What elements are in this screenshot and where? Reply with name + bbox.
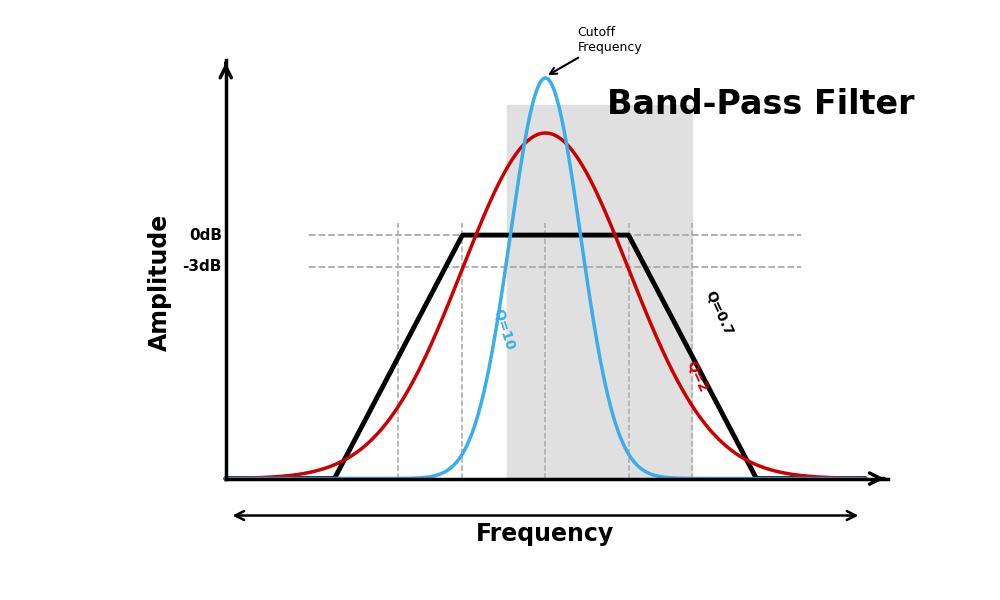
Text: Q=10: Q=10: [491, 307, 517, 352]
Text: Frequency: Frequency: [476, 523, 615, 547]
Bar: [507, 106, 692, 479]
Text: 0dB: 0dB: [189, 227, 222, 242]
Text: Amplitude: Amplitude: [148, 214, 172, 351]
Text: -3dB: -3dB: [182, 259, 222, 274]
Text: Q=0.7: Q=0.7: [702, 289, 735, 338]
Text: Band-Pass Filter: Band-Pass Filter: [607, 88, 914, 121]
Text: Cutoff
Frequency: Cutoff Frequency: [550, 26, 642, 74]
Text: Q=2: Q=2: [683, 358, 710, 394]
